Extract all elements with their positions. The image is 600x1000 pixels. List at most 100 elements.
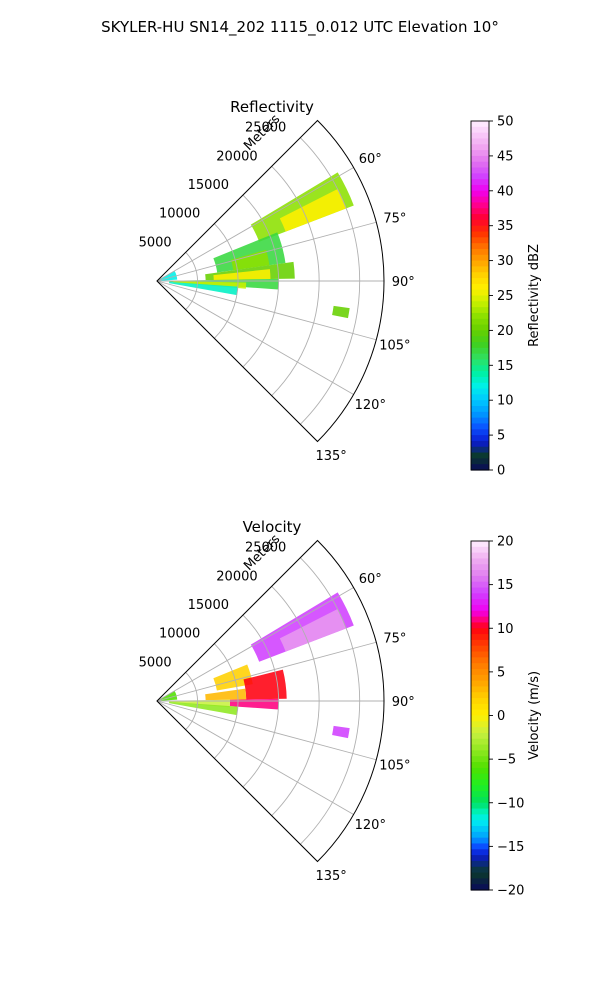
radial-tick-label: 10000	[159, 207, 200, 222]
colorbar-segment	[471, 570, 489, 577]
colorbar-segment	[471, 225, 489, 233]
echo-region	[205, 688, 247, 701]
echo-region	[332, 725, 350, 739]
colorbar-segment	[471, 167, 489, 174]
colorbar-segment	[471, 593, 489, 600]
colorbar-segment	[471, 429, 489, 436]
colorbar-segment	[471, 161, 489, 169]
colorbar-segment	[471, 155, 489, 163]
colorbar-segment	[471, 446, 489, 454]
colorbar-segment	[471, 628, 489, 635]
colorbar-segment	[471, 382, 489, 390]
colorbar-segment	[471, 808, 489, 815]
colorbar-segment	[471, 336, 489, 343]
azimuth-gridline	[156, 221, 377, 282]
azimuth-gridline	[156, 587, 354, 702]
colorbar-segment	[471, 855, 489, 862]
colorbar-segment	[471, 254, 489, 262]
colorbar-segment	[471, 144, 489, 151]
colorbar-segment	[471, 394, 489, 401]
colorbar-segment	[471, 196, 489, 204]
colorbar-segment	[471, 260, 489, 268]
azimuth-tick-label: 105°	[379, 759, 410, 774]
colorbar-segment	[471, 767, 489, 775]
colorbar-segment	[471, 272, 489, 279]
colorbar-label: Velocity (m/s)	[527, 671, 542, 760]
colorbar-segment	[471, 301, 489, 308]
echo-region	[231, 249, 270, 271]
panel-title: Reflectivity	[230, 98, 314, 116]
colorbar-segment	[471, 278, 489, 285]
colorbar-tick-label: −15	[497, 840, 524, 855]
azimuth-tick-label: 135°	[315, 869, 346, 884]
colorbar-segment	[471, 452, 489, 459]
colorbar-segment	[471, 324, 489, 331]
colorbar-segment	[471, 423, 489, 430]
colorbar-segment	[471, 762, 489, 769]
azimuth-gridline	[156, 280, 377, 341]
echo-region	[158, 270, 178, 281]
colorbar-tick-label: −5	[497, 753, 516, 768]
colorbar-tick-label: 25	[497, 289, 514, 304]
velocity-panel: Velocity 60° 75° 90° 105° 120° 135° 5000 10000 15…	[139, 518, 542, 899]
colorbar-segment	[471, 604, 489, 612]
echo-region	[332, 305, 350, 319]
colorbar-segment	[471, 680, 489, 688]
radial-tick-label: 15000	[188, 598, 229, 613]
colorbar-segment	[471, 843, 489, 850]
colorbar-segment	[471, 132, 489, 140]
panel-title: Velocity	[243, 518, 302, 536]
colorbar-segment	[471, 732, 489, 740]
radial-tick-label: 20000	[216, 149, 257, 164]
colorbar-segment	[471, 814, 489, 821]
azimuth-tick-label: 105°	[379, 339, 410, 354]
colorbar-segment	[471, 184, 489, 192]
colorbar-segment	[471, 715, 489, 722]
radial-tick-label: 15000	[188, 178, 229, 193]
colorbar-segment	[471, 820, 489, 827]
colorbar-segment	[471, 872, 489, 879]
colorbar-segment	[471, 231, 489, 238]
colorbar-segment	[471, 756, 489, 763]
colorbar-segment	[471, 237, 489, 244]
sector-frame	[156, 119, 385, 443]
colorbar-tick-label: 0	[497, 464, 505, 479]
colorbar-segment	[471, 773, 489, 781]
colorbar-segment	[471, 721, 489, 728]
echo-region	[168, 701, 238, 716]
colorbar-tick-label: 50	[497, 115, 514, 130]
colorbar-segment	[471, 295, 489, 302]
azimuth-gridline	[156, 641, 377, 702]
colorbar-segment	[471, 802, 489, 810]
colorbar-segment	[471, 388, 489, 395]
colorbar-segment	[471, 663, 489, 670]
colorbar-tick-label: 5	[497, 665, 505, 680]
colorbar-tick-label: 30	[497, 254, 514, 269]
colorbar-segment	[471, 435, 489, 442]
colorbar-segment	[471, 703, 489, 711]
colorbar-tick-label: 20	[497, 535, 514, 550]
colorbar-segment	[471, 283, 489, 291]
colorbar-segment	[471, 243, 489, 250]
colorbar-segment	[471, 121, 489, 128]
colorbar-segment	[471, 860, 489, 868]
colorbar-segment	[471, 651, 489, 658]
colorbar-segment	[471, 359, 489, 366]
colorbar-segment	[471, 866, 489, 874]
colorbar-segment	[471, 173, 489, 180]
colorbar-segment	[471, 342, 489, 349]
azimuth-tick-label: 135°	[315, 449, 346, 464]
colorbar-segment	[471, 406, 489, 413]
echo-region	[168, 281, 238, 296]
colorbar-segment	[471, 150, 489, 157]
colorbar-segment	[471, 831, 489, 839]
radial-tick-label: 5000	[139, 655, 172, 670]
colorbar-segment	[471, 674, 489, 682]
colorbar-segment	[471, 190, 489, 198]
azimuth-tick-label: 75°	[383, 211, 406, 226]
colorbar-segment	[471, 581, 489, 589]
echo-region	[279, 608, 347, 652]
colorbar-segment	[471, 440, 489, 448]
radial-tick-label: 5000	[139, 235, 172, 250]
azimuth-gridline	[156, 700, 377, 761]
